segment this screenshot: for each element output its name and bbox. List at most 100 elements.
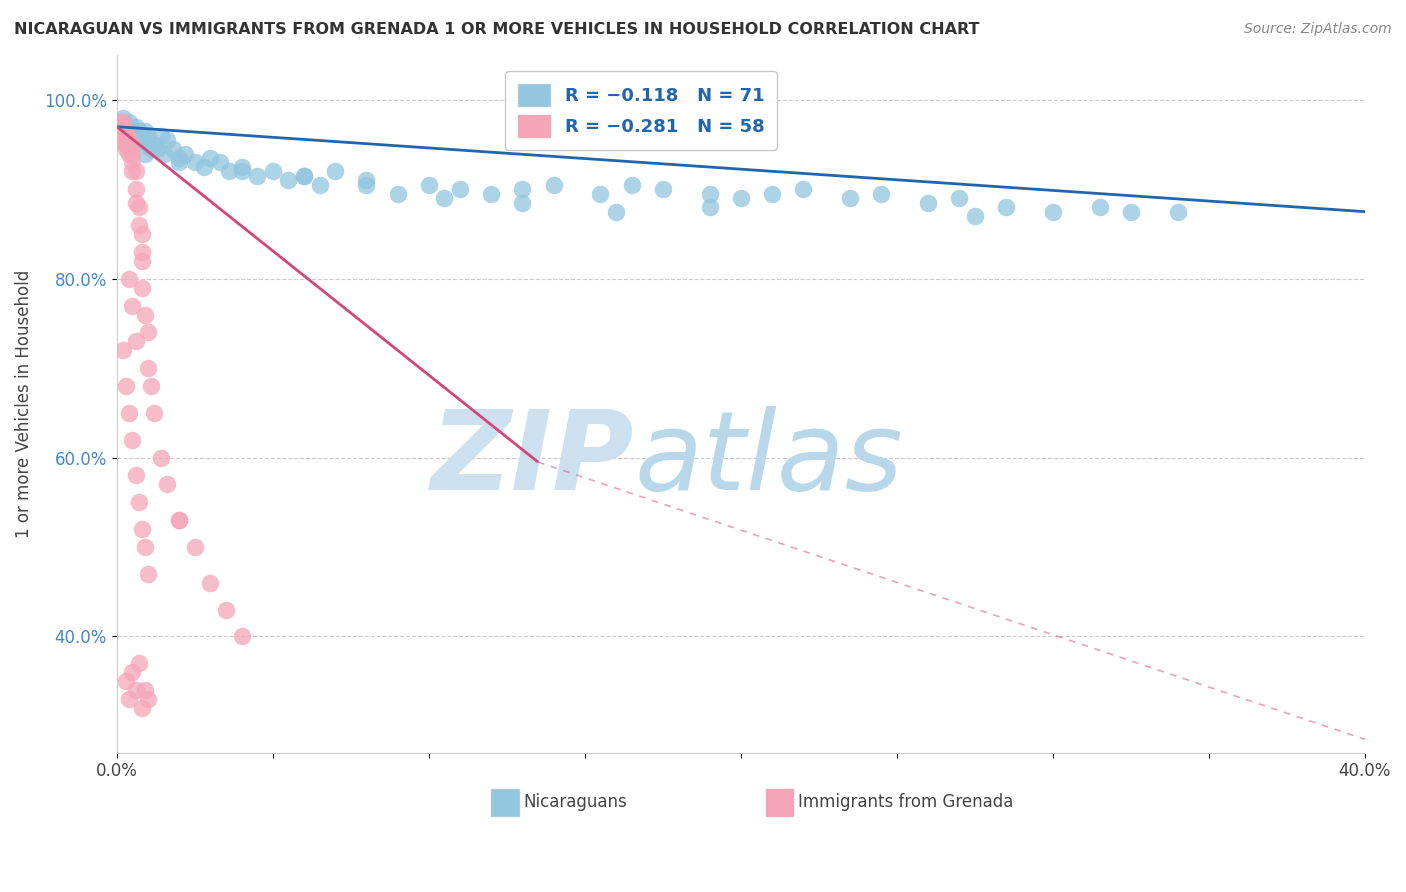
Point (121, 137, 143, 152)
Point (231, 164, 253, 178)
Point (156, 133, 179, 147)
Point (121, 299, 143, 313)
Point (143, 406, 166, 420)
Point (141, 379, 163, 393)
Point (218, 164, 240, 178)
Point (589, 186, 612, 201)
Point (128, 133, 150, 147)
Point (963, 209, 986, 223)
Point (699, 200, 721, 214)
Point (761, 186, 783, 201)
Point (433, 191, 456, 205)
Point (141, 142, 163, 156)
Point (115, 674, 138, 689)
Point (128, 200, 150, 214)
Point (128, 495, 150, 509)
Bar (491, 789, 519, 815)
Point (121, 665, 143, 680)
Point (156, 477, 179, 491)
Point (605, 204, 627, 219)
Point (149, 450, 172, 465)
Point (136, 137, 159, 152)
Point (356, 173, 378, 187)
Point (112, 111, 135, 125)
Point (112, 128, 135, 143)
Point (134, 124, 156, 138)
Text: atlas: atlas (634, 406, 904, 513)
Point (167, 513, 190, 527)
Point (215, 602, 238, 616)
Point (193, 160, 215, 174)
Point (948, 191, 970, 205)
Point (870, 186, 893, 201)
Point (512, 195, 534, 210)
Point (200, 575, 222, 590)
Point (112, 115, 135, 129)
Point (277, 173, 299, 187)
Point (121, 146, 143, 161)
Point (115, 128, 138, 143)
Point (292, 169, 315, 183)
Point (128, 124, 150, 138)
Point (730, 191, 752, 205)
Point (118, 146, 141, 161)
Point (292, 169, 315, 183)
Point (118, 692, 141, 706)
Point (146, 142, 169, 156)
Point (121, 133, 143, 147)
Point (1088, 200, 1111, 214)
Y-axis label: 1 or more Vehicles in Household: 1 or more Vehicles in Household (15, 269, 32, 538)
Point (512, 182, 534, 196)
Point (112, 343, 135, 358)
Point (152, 146, 174, 161)
Point (651, 182, 673, 196)
Point (118, 142, 141, 156)
Point (149, 128, 172, 143)
Point (134, 683, 156, 698)
Point (1167, 204, 1189, 219)
Point (115, 128, 138, 143)
Point (479, 186, 502, 201)
Point (162, 142, 184, 156)
Point (387, 186, 409, 201)
Point (124, 683, 146, 698)
Point (449, 182, 471, 196)
Point (143, 137, 166, 152)
Point (917, 195, 939, 210)
Point (131, 522, 153, 536)
Point (115, 142, 138, 156)
Point (208, 155, 231, 169)
Point (246, 169, 269, 183)
Point (323, 164, 346, 178)
Point (136, 326, 159, 340)
Point (121, 433, 143, 447)
Point (1119, 204, 1142, 219)
Point (200, 151, 222, 165)
Point (124, 468, 146, 483)
Point (174, 146, 197, 161)
Point (118, 271, 141, 285)
Point (231, 160, 253, 174)
Point (124, 182, 146, 196)
Point (124, 128, 146, 143)
Point (131, 281, 153, 295)
Point (308, 178, 330, 192)
Point (231, 630, 253, 644)
Point (356, 178, 378, 192)
Point (699, 186, 721, 201)
Point (543, 178, 565, 192)
Point (167, 155, 190, 169)
Point (112, 133, 135, 147)
Text: Nicaraguans: Nicaraguans (523, 793, 627, 812)
Point (131, 133, 153, 147)
Point (134, 146, 156, 161)
Point (118, 124, 141, 138)
Point (115, 379, 138, 393)
Point (115, 120, 138, 134)
Point (839, 191, 862, 205)
Point (995, 200, 1018, 214)
Point (131, 128, 153, 143)
Point (418, 178, 440, 192)
Point (620, 178, 643, 192)
Point (118, 115, 141, 129)
